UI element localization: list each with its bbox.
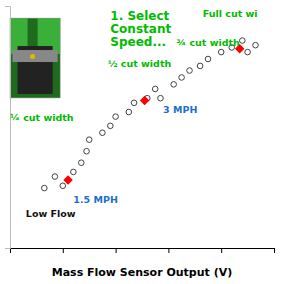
point (253, 42, 259, 48)
series (63, 44, 244, 185)
point (218, 49, 224, 55)
point (108, 123, 114, 129)
point (205, 56, 211, 62)
point (42, 185, 48, 191)
point (100, 130, 106, 136)
image-part (10, 18, 60, 98)
x-tick-mark (116, 248, 117, 253)
annotation-line: Constant (110, 22, 171, 36)
x-axis-title: Mass Flow Sensor Output (V) (52, 266, 233, 279)
image-part (13, 50, 58, 62)
point (71, 169, 77, 175)
point (131, 100, 137, 106)
y-axis-line (5, 7, 11, 249)
annotation: ¾ cut width (176, 37, 240, 48)
annotations: 1. SelectConstantSpeed... Full cut wi ¾ cu… (10, 8, 258, 220)
annotation: 1. SelectConstantSpeed... (110, 9, 171, 49)
x-axis (11, 248, 275, 253)
point (52, 174, 58, 180)
point (171, 82, 177, 88)
point (113, 114, 119, 120)
x-tick (116, 248, 117, 253)
point (78, 160, 84, 166)
annotation: ½ cut width (108, 58, 172, 69)
image-part (30, 54, 35, 59)
point (63, 175, 72, 184)
annotation: Low Flow (26, 208, 76, 219)
series (42, 38, 259, 191)
image-frame (10, 18, 60, 98)
annotation: Full cut wi (203, 8, 258, 19)
point (60, 183, 66, 189)
marks (42, 38, 259, 191)
image-placeholder (10, 18, 60, 98)
x-tick-mark (274, 248, 275, 253)
x-tick (168, 248, 169, 253)
point (152, 86, 158, 92)
annotation-line: Speed... (110, 35, 166, 49)
point (240, 38, 246, 44)
x-tick-mark (168, 248, 169, 253)
annotation: 3 MPH (163, 104, 197, 115)
x-tick (63, 248, 64, 253)
annotation: 1.5 MPH (73, 194, 118, 205)
plot: 1. SelectConstantSpeed... Full cut wi ¾ cu… (5, 7, 275, 254)
x-tick (221, 248, 222, 253)
point (245, 49, 251, 55)
point (179, 75, 185, 81)
chart: 1. SelectConstantSpeed... Full cut wi ¾ cu… (0, 0, 284, 284)
x-tick-mark (63, 248, 64, 253)
x-tick (274, 248, 275, 253)
annotation: ¼ cut width (10, 112, 74, 123)
point (86, 137, 92, 143)
point (197, 63, 203, 69)
point (84, 148, 90, 154)
point (126, 109, 132, 115)
x-axis-line (11, 249, 275, 254)
point (140, 96, 149, 105)
x-tick-mark (221, 248, 222, 253)
point (187, 68, 193, 74)
annotation-line: 1. Select (110, 9, 169, 23)
y-axis (5, 7, 11, 249)
point (158, 95, 164, 101)
